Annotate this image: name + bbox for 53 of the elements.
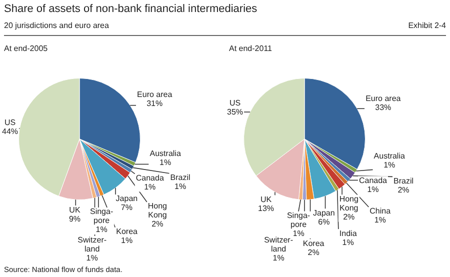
data-label: 7% bbox=[120, 203, 132, 212]
data-label: 1% bbox=[174, 182, 186, 192]
slice-label: Euro area bbox=[137, 90, 173, 99]
slice-label: India bbox=[339, 228, 358, 238]
data-label: 31% bbox=[146, 98, 163, 108]
data-label: 2% bbox=[343, 212, 355, 222]
slice-label: Switzer- land bbox=[78, 236, 107, 254]
slice-label: Japan bbox=[313, 208, 335, 218]
data-label: 1% bbox=[144, 182, 156, 192]
slice-label: Australia bbox=[374, 151, 406, 160]
data-label: 6% bbox=[318, 217, 330, 226]
slice-label: Brazil bbox=[394, 176, 414, 186]
data-label: 1% bbox=[342, 238, 354, 247]
data-label: 1% bbox=[367, 184, 379, 194]
data-label: 1% bbox=[374, 216, 386, 225]
data-label: 44% bbox=[2, 126, 18, 136]
data-label: 9% bbox=[68, 214, 81, 224]
text: 20 jurisdictions and euro area bbox=[4, 21, 109, 30]
data-label: 2% bbox=[152, 220, 164, 229]
slice-label: UK bbox=[69, 205, 81, 214]
slice-label: Japan bbox=[116, 194, 138, 204]
data-label: 1% bbox=[96, 225, 108, 234]
slice-label: Switzer- land bbox=[264, 235, 294, 254]
slice-label: Canada bbox=[358, 176, 388, 185]
slice-label: Brazil bbox=[170, 173, 190, 182]
slice-label: Hong Kong bbox=[148, 202, 168, 220]
data-label: 1% bbox=[292, 229, 304, 238]
data-label: 1% bbox=[272, 253, 284, 262]
data-label: 1% bbox=[384, 160, 396, 170]
slice-label: Canada bbox=[136, 174, 164, 182]
text: Exhibit 2-4 bbox=[408, 21, 446, 30]
data-label: 1% bbox=[160, 158, 172, 167]
data-label: 35% bbox=[227, 107, 244, 116]
chart-title: At end-2011 bbox=[228, 44, 273, 55]
slice-label: US bbox=[229, 98, 241, 108]
data-label: 2% bbox=[308, 248, 320, 257]
slice-label: US bbox=[4, 118, 16, 127]
slice-label: Australia bbox=[150, 148, 182, 158]
text: Share of assets of non-bank financial intermediaries bbox=[4, 3, 258, 15]
slice-label: Korea bbox=[116, 227, 138, 236]
slice-label: China bbox=[370, 206, 392, 216]
chart-title: At end-2005 bbox=[3, 44, 49, 55]
slice-label: Hong Kong bbox=[339, 194, 358, 212]
slice-label: UK bbox=[260, 194, 272, 204]
slice-label: Euro area bbox=[366, 94, 402, 104]
data-label: 2% bbox=[398, 185, 410, 194]
slice-label: Singa- pore bbox=[90, 207, 114, 226]
data-label: 1% bbox=[86, 254, 98, 263]
data-label: 13% bbox=[258, 204, 274, 213]
data-label: 33% bbox=[375, 103, 392, 112]
data-label: 1% bbox=[121, 236, 133, 246]
slice-label: Korea bbox=[302, 238, 325, 248]
slice-label: Singa- pore bbox=[286, 211, 310, 230]
